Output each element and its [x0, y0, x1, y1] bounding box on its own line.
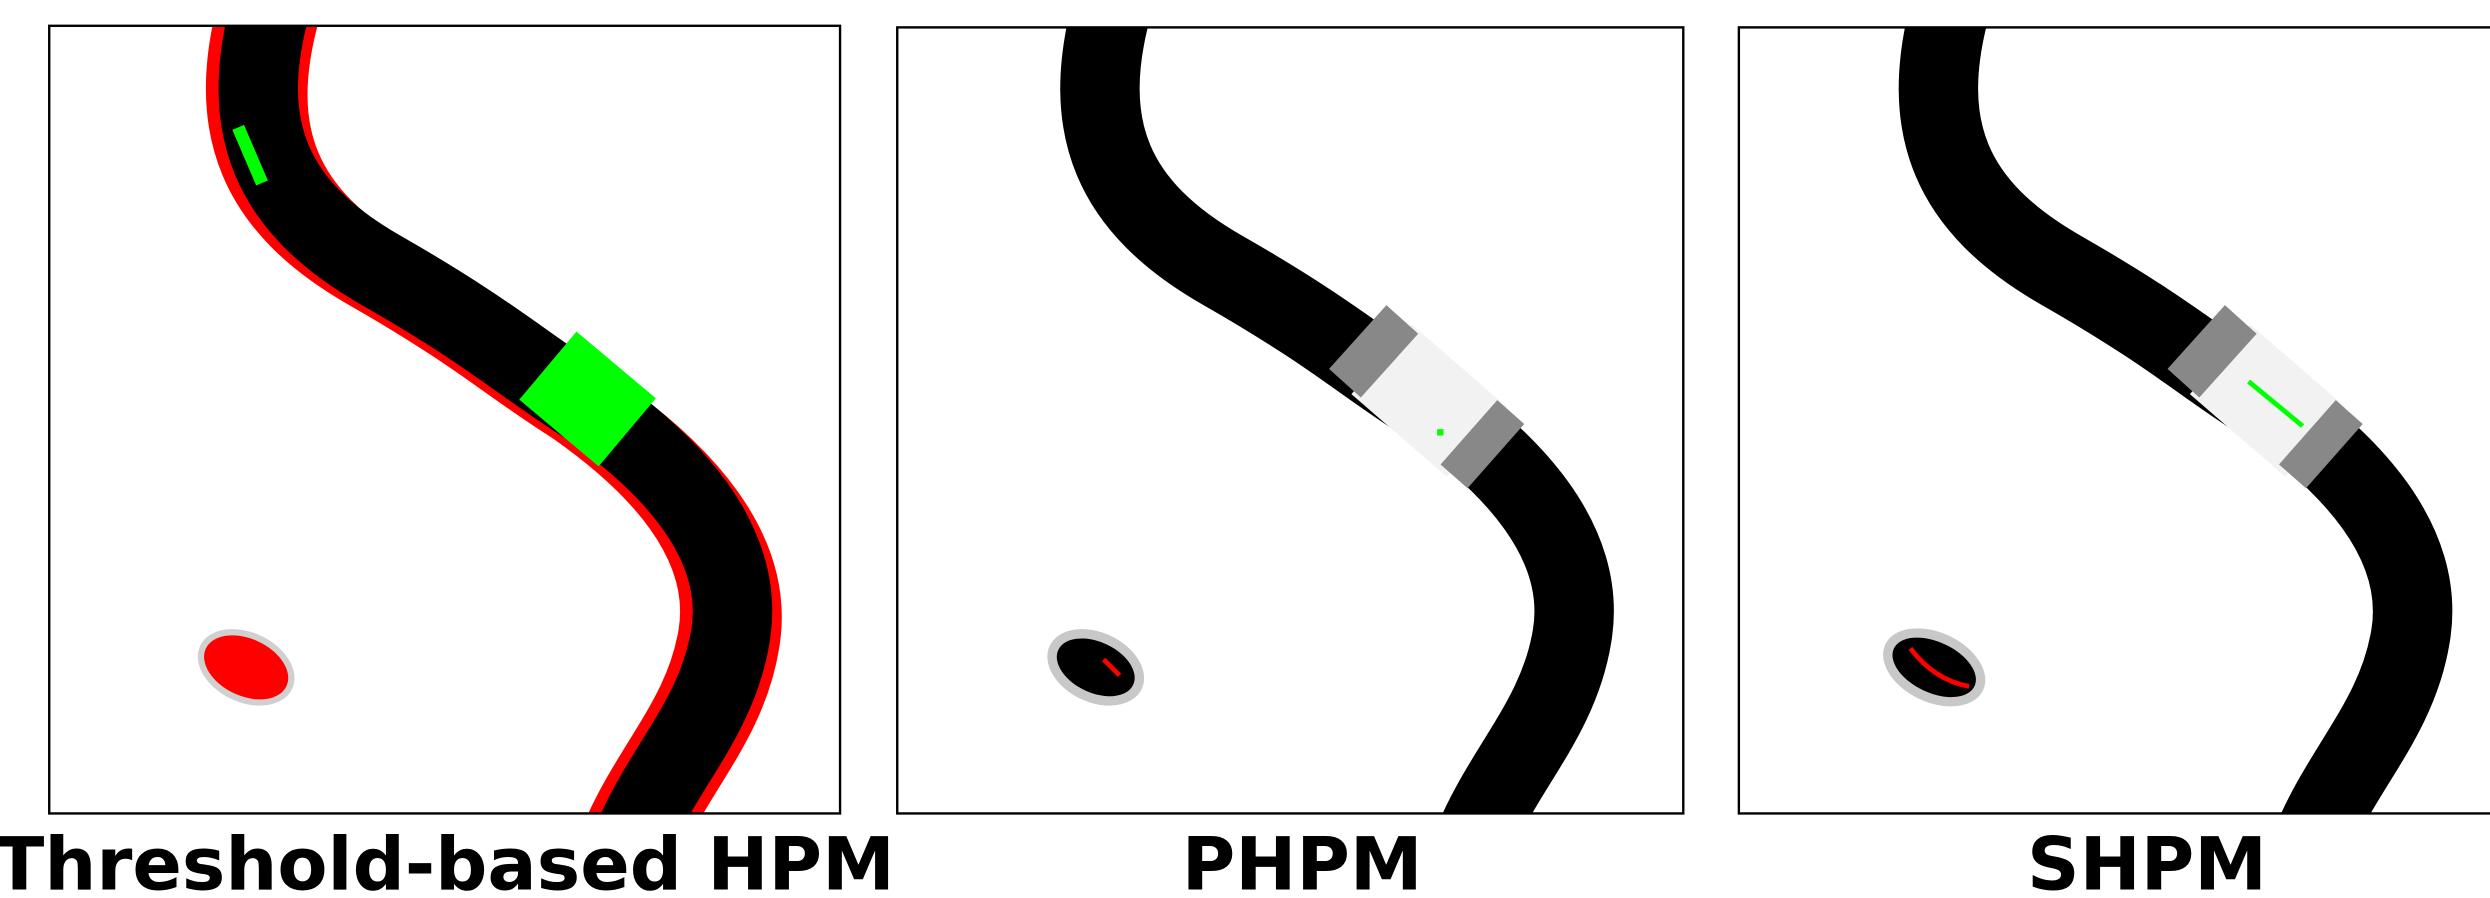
panel-label: SHPM	[2027, 823, 2267, 898]
panel-threshold	[49, 8, 840, 840]
figure: Threshold-based HPM PHPM SHPM	[0, 0, 2490, 898]
panel-shpm	[1739, 8, 2490, 834]
panel-phpm	[897, 8, 1683, 834]
panel-label: Threshold-based HPM	[0, 823, 895, 898]
panel-label: PHPM	[1182, 823, 1423, 898]
